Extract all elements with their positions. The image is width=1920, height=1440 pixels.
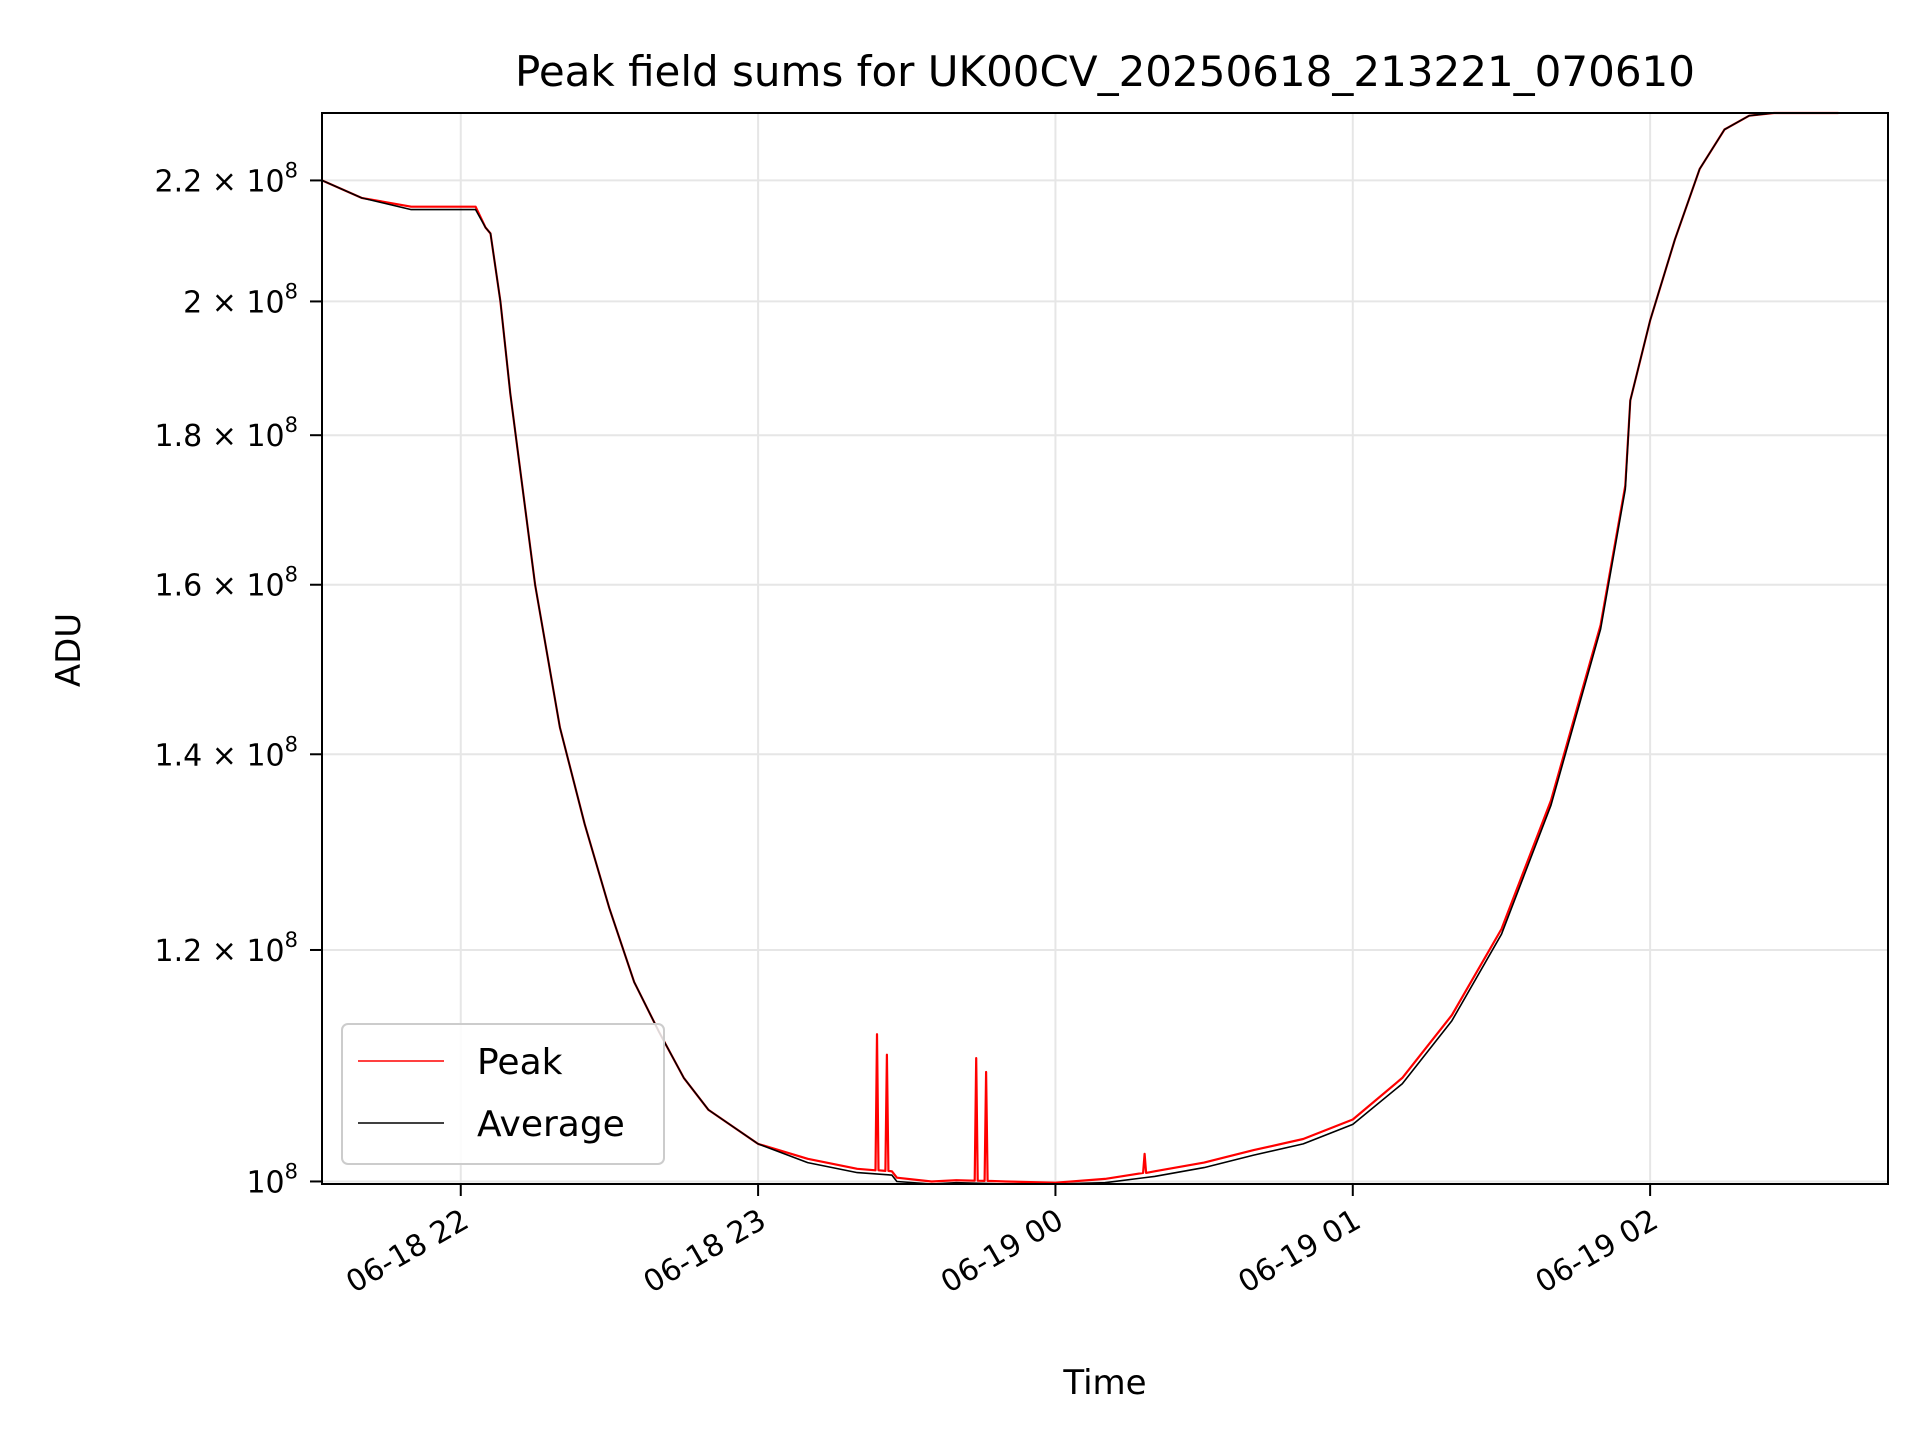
y-tick-label: 108	[246, 1159, 298, 1200]
x-axis-label: Time	[1062, 1363, 1146, 1403]
y-axis-label: ADU	[49, 613, 89, 687]
y-tick-label: 1.6 × 108	[155, 563, 298, 604]
legend: Peak Average	[341, 1023, 665, 1165]
y-tick-label: 2 × 108	[183, 279, 298, 320]
legend-box	[341, 1023, 665, 1165]
plot-frame	[321, 112, 1889, 1185]
chart-title: Peak field sums for UK00CV_20250618_2132…	[515, 47, 1695, 96]
plot-area	[321, 111, 1839, 1185]
series-line-average	[321, 112, 1839, 1185]
y-tick-label: 1.8 × 108	[155, 413, 298, 454]
legend-label-average: Average	[477, 1104, 625, 1145]
y-tick-label: 1.4 × 108	[155, 732, 298, 773]
y-axis-ticks: 108 1.2 × 108 1.4 × 108 1.6 × 108 1.8 × 108 2…	[155, 158, 322, 1200]
grid	[322, 113, 1888, 1184]
legend-label-peak: Peak	[477, 1042, 563, 1083]
y-tick-label: 2.2 × 108	[155, 158, 298, 199]
y-tick-label: 1.2 × 108	[155, 928, 298, 969]
series-lines	[321, 111, 1839, 1185]
